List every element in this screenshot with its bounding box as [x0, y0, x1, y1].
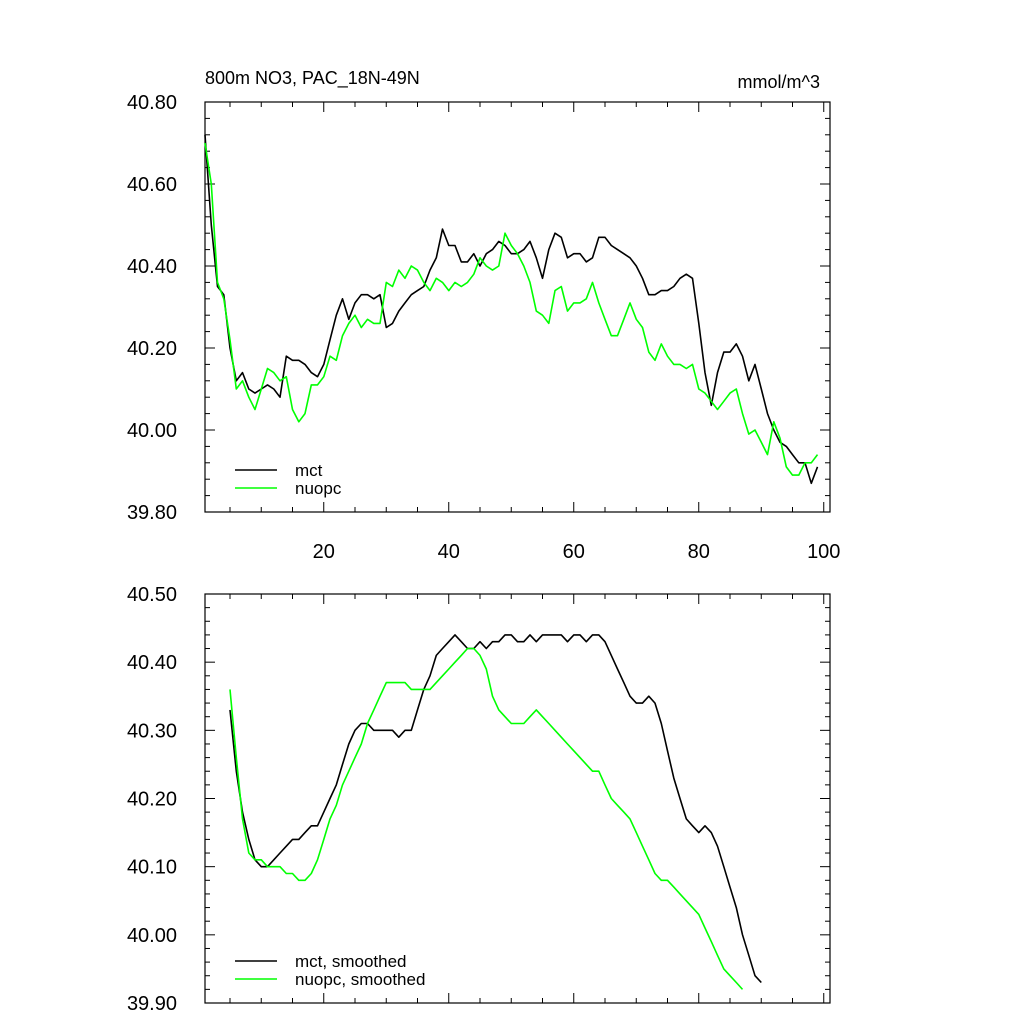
- plot-frame: [204, 101, 831, 513]
- y-tick-label: 39.90: [127, 993, 177, 1015]
- series-line-mct: [229, 634, 762, 984]
- x-tick-label: 20: [313, 541, 335, 563]
- top-panel-chart: 20 40 60 80 100 39.80 40.00 40.20 40.40 40.60 40.8…: [127, 68, 841, 563]
- legend-label: mct: [295, 461, 323, 480]
- legend-label: mct, smoothed: [295, 952, 407, 971]
- plot-frame: [204, 593, 831, 1004]
- chart-title: 800m NO3, PAC_18N-49N: [205, 68, 420, 89]
- units-label: mmol/m^3: [738, 72, 820, 92]
- y-tick-label: 40.00: [127, 420, 177, 442]
- y-tick-label: 40.10: [127, 857, 177, 879]
- y-tick-label: 40.40: [127, 652, 177, 674]
- y-tick-label: 40.80: [127, 92, 177, 114]
- y-tick-label: 40.20: [127, 789, 177, 811]
- series-line-mct: [204, 134, 819, 485]
- x-tick-label: 60: [563, 541, 585, 563]
- series-line-nuopc: [204, 142, 819, 476]
- y-tick-label: 40.00: [127, 925, 177, 947]
- y-tick-label: 40.20: [127, 338, 177, 360]
- y-tick-label: 39.80: [127, 502, 177, 524]
- series-line-nuopc: [229, 647, 744, 990]
- bottom-panel-chart: 39.90 40.00 40.10 40.20 40.30 40.40 40.50 mct, …: [127, 584, 831, 1015]
- y-tick-label: 40.30: [127, 720, 177, 742]
- x-tick-label: 40: [438, 541, 460, 563]
- x-tick-label: 100: [807, 541, 840, 563]
- y-tick-label: 40.50: [127, 584, 177, 606]
- legend-label: nuopc: [295, 479, 342, 498]
- legend-label: nuopc, smoothed: [295, 970, 425, 989]
- y-tick-label: 40.40: [127, 256, 177, 278]
- x-tick-label: 80: [688, 541, 710, 563]
- y-tick-label: 40.60: [127, 174, 177, 196]
